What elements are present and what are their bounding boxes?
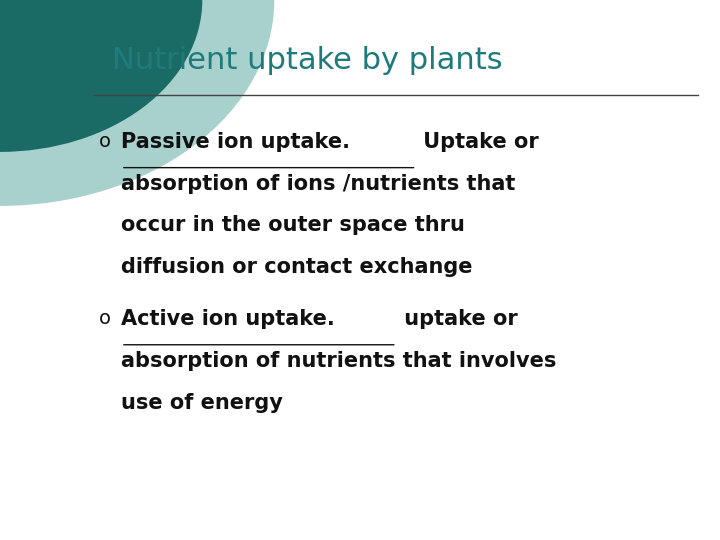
Text: o: o <box>99 309 112 328</box>
Text: diffusion or contact exchange: diffusion or contact exchange <box>121 257 472 277</box>
Text: Passive ion uptake.: Passive ion uptake. <box>121 132 350 152</box>
Text: absorption of ions /nutrients that: absorption of ions /nutrients that <box>121 174 516 194</box>
Wedge shape <box>0 0 274 205</box>
Text: absorption of nutrients that involves: absorption of nutrients that involves <box>121 351 557 371</box>
Text: use of energy: use of energy <box>121 393 283 413</box>
Text: o: o <box>99 132 112 151</box>
Text: Active ion uptake.: Active ion uptake. <box>121 309 335 329</box>
Text: uptake or: uptake or <box>397 309 518 329</box>
Text: occur in the outer space thru: occur in the outer space thru <box>121 215 465 235</box>
Text: Nutrient uptake by plants: Nutrient uptake by plants <box>112 46 503 75</box>
Text: Uptake or: Uptake or <box>416 132 539 152</box>
Wedge shape <box>0 0 202 151</box>
